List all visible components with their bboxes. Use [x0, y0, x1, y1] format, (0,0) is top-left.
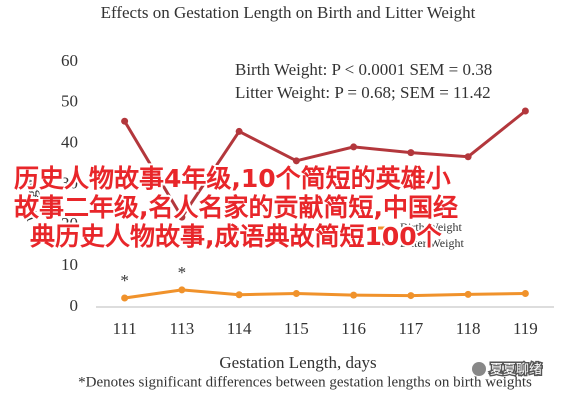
watermark-text: 夏夏聊绪	[490, 363, 542, 378]
point	[407, 149, 415, 157]
x-axis-label: Gestation Length, days	[219, 353, 376, 372]
point	[235, 291, 243, 299]
series-line	[123, 109, 527, 220]
x-tick-label: 116	[341, 319, 366, 338]
point	[521, 290, 529, 298]
point	[292, 157, 300, 165]
overlay-text: 历史人物故事4年级,10个简短的英雄小	[14, 164, 451, 193]
significance-mark: *	[120, 271, 129, 290]
legend-label: Litter Weight	[400, 236, 464, 250]
point	[235, 127, 243, 135]
x-tick-label: 118	[456, 319, 481, 338]
significance-mark: *	[178, 263, 187, 282]
point	[121, 294, 129, 302]
point	[407, 292, 415, 300]
overlay: 历史人物故事4年级,10个简短的英雄小故事二年级,名人名家的贡献简短,中国经典历…	[12, 162, 460, 253]
y-tick-label: 0	[70, 296, 79, 315]
x-tick-label: 119	[513, 319, 538, 338]
watermark: 夏夏聊绪	[472, 361, 544, 379]
x-tick-label: 115	[284, 319, 309, 338]
plot: 0 10 20 30 40 50 60 111 * 113 * 114 115 116 117 118 119 B…	[61, 51, 554, 338]
overlay-text: 典历史人物故事,成语典故简短100个	[30, 222, 443, 251]
x-tick-label: 111	[113, 319, 137, 338]
point	[521, 107, 529, 115]
point	[350, 143, 358, 151]
x-tick-label: 113	[169, 319, 194, 338]
x-tick-label: 117	[398, 319, 423, 338]
point	[292, 290, 300, 298]
point	[464, 290, 472, 298]
y-tick-label: 50	[61, 92, 78, 111]
y-tick-label: 60	[61, 51, 78, 70]
series-line	[124, 288, 526, 300]
x-tick-label: 114	[227, 319, 252, 338]
point	[464, 153, 472, 161]
y-tick-label: 10	[61, 255, 78, 274]
y-tick-label: 20	[61, 214, 78, 233]
point	[178, 286, 186, 294]
overlay-text: 故事二年级,名人名家的贡献简短,中国经	[14, 193, 458, 222]
y-tick-label: 30	[61, 173, 78, 192]
point	[350, 291, 358, 299]
point	[178, 213, 186, 221]
annotation: Birth Weight: P < 0.0001 SEM = 0.38	[235, 60, 492, 79]
footnote: *Denotes significant differences between…	[78, 374, 532, 390]
chart-title: Effects on Gestation Length on Birth and…	[101, 3, 476, 22]
annotation: Litter Weight: P = 0.68; SEM = 11.42	[235, 83, 491, 102]
y-tick-label: 40	[61, 133, 78, 152]
point	[121, 117, 129, 125]
watermark-icon	[472, 362, 486, 376]
legend-label: Birth Weight	[400, 220, 462, 234]
y-axis-label: Weight	[24, 178, 40, 222]
